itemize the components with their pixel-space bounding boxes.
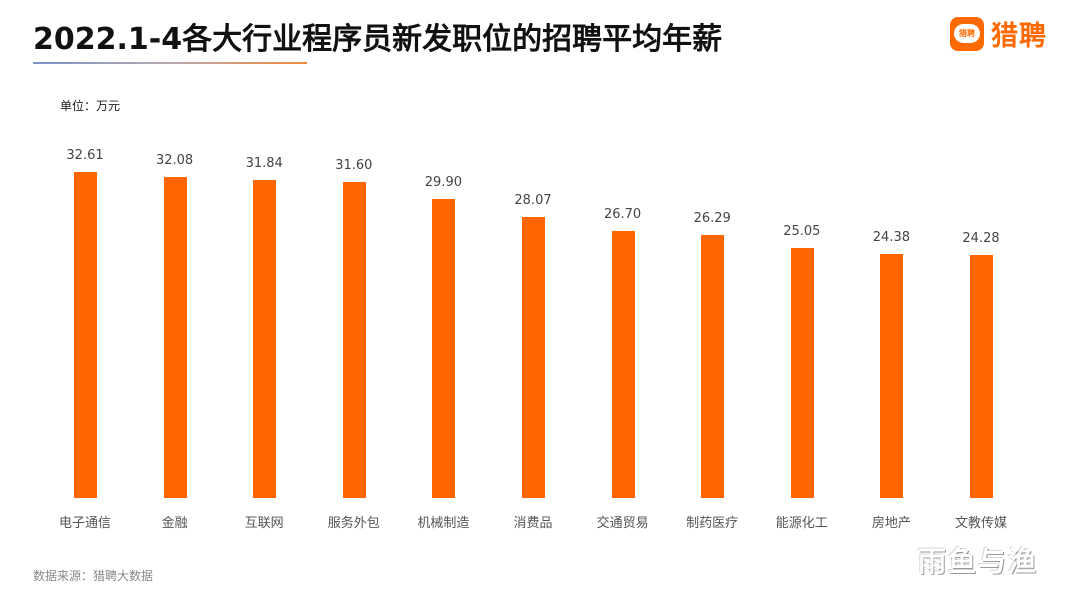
chart-title: 2022.1-4各大行业程序员新发职位的招聘平均年薪 xyxy=(33,22,723,57)
logo-wordmark: 猎聘 xyxy=(991,21,1047,52)
bar-value-label: 25.05 xyxy=(783,223,821,239)
bar-group: 31.60 服务外包 xyxy=(309,120,399,540)
bar xyxy=(790,247,814,498)
bar xyxy=(163,177,187,498)
logo-badge-text: 猎聘 xyxy=(954,24,980,43)
category-label: 服务外包 xyxy=(327,516,380,531)
bar xyxy=(432,199,456,498)
category-label: 房地产 xyxy=(871,516,911,531)
category-label: 互联网 xyxy=(244,516,284,531)
bar-value-label: 24.28 xyxy=(962,231,1000,247)
unit-label: 单位：万元 xyxy=(60,99,121,113)
bar-value-label: 31.84 xyxy=(245,155,283,171)
bar-group: 25.05 能源化工 xyxy=(757,120,847,540)
bar-group: 28.07 消费品 xyxy=(488,120,578,540)
bar-group: 26.29 制药医疗 xyxy=(667,120,757,540)
bar-group: 32.08 金融 xyxy=(130,120,220,540)
bar-group: 29.90 机械制造 xyxy=(398,120,488,540)
bar-value-label: 26.70 xyxy=(603,207,642,222)
bar-value-label: 32.08 xyxy=(155,153,194,169)
bar xyxy=(253,179,277,498)
bar-value-label: 24.38 xyxy=(872,230,910,246)
speech-bubble-icon: 猎聘 xyxy=(950,16,984,51)
bar xyxy=(880,254,904,498)
bar-value-label: 31.60 xyxy=(335,158,373,173)
category-label: 金融 xyxy=(161,516,188,531)
category-label: 电子通信 xyxy=(58,516,111,531)
bar xyxy=(611,231,635,498)
bar-value-label: 29.90 xyxy=(424,175,462,190)
bar xyxy=(522,217,545,498)
liepin-logo: 猎聘 猎聘 xyxy=(950,14,1047,53)
bar-group: 31.84 互联网 xyxy=(219,120,309,540)
data-source: 数据来源：猎聘大数据 xyxy=(33,569,154,583)
bar xyxy=(342,182,366,498)
category-label: 机械制造 xyxy=(417,516,470,531)
watermark: 雨鱼与渔 xyxy=(918,545,1039,578)
bar xyxy=(970,255,993,498)
bar xyxy=(74,171,97,498)
category-label: 制药医疗 xyxy=(686,516,739,531)
bar-value-label: 28.07 xyxy=(514,193,552,209)
category-label: 文教传媒 xyxy=(954,516,1007,531)
title-underline xyxy=(33,62,307,64)
bar-group: 24.28 文教传媒 xyxy=(936,120,1026,540)
category-label: 能源化工 xyxy=(775,516,828,531)
bar-group: 24.38 房地产 xyxy=(846,120,936,540)
bar-group: 32.61 电子通信 xyxy=(40,120,130,540)
bar-value-label: 26.29 xyxy=(693,211,731,227)
category-label: 消费品 xyxy=(513,516,553,531)
category-label: 交通贸易 xyxy=(596,516,649,531)
bar-value-label: 32.61 xyxy=(66,147,104,163)
bar xyxy=(701,235,725,498)
bar-group: 26.70 交通贸易 xyxy=(578,120,668,540)
bar-chart: 32.61 电子通信 32.08 金融 31.84 互联网 31.60 服务外包 29.90 机械… xyxy=(40,120,1040,540)
